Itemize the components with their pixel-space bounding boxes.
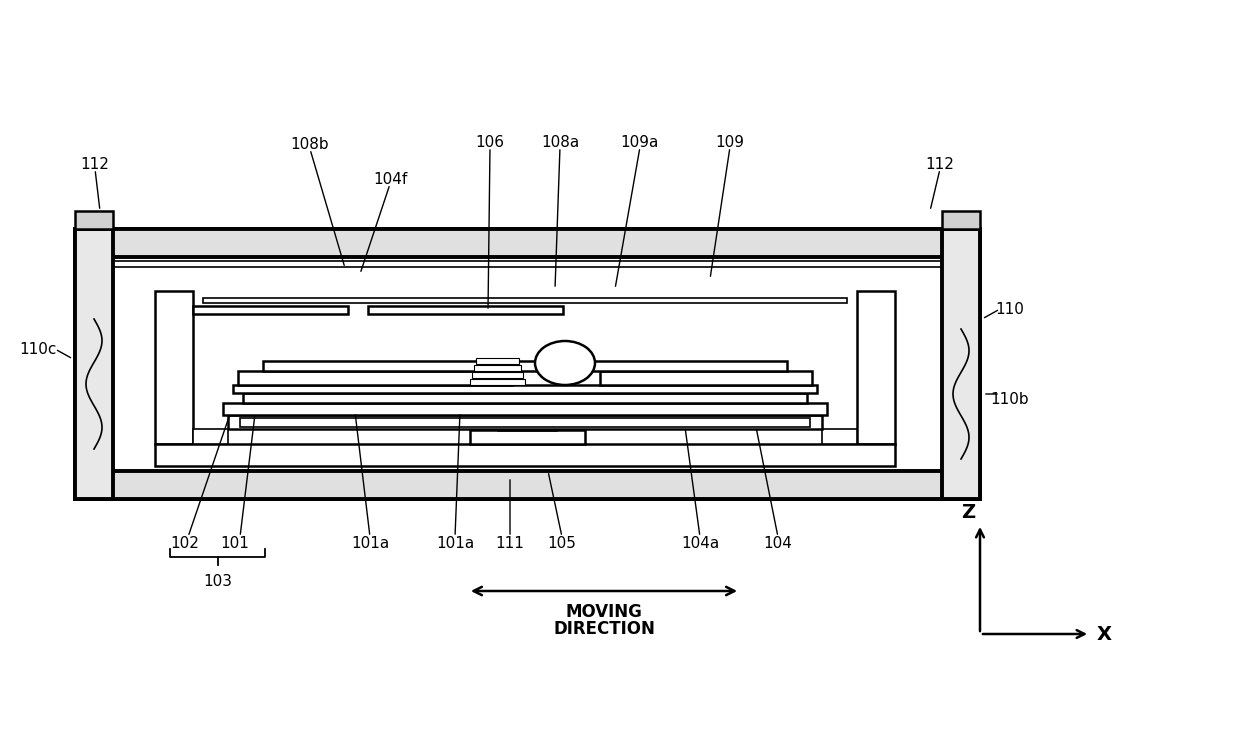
Bar <box>74 229 980 257</box>
Bar <box>263 361 787 371</box>
Bar <box>470 430 585 444</box>
Bar <box>155 291 193 444</box>
Text: DIRECTION: DIRECTION <box>553 620 655 638</box>
Bar <box>223 403 827 415</box>
Text: 112: 112 <box>81 157 109 171</box>
Bar <box>857 291 895 444</box>
Bar <box>193 306 348 314</box>
Bar <box>203 298 847 303</box>
Bar <box>193 429 228 444</box>
Text: 111: 111 <box>496 537 525 551</box>
Text: 110b: 110b <box>991 392 1029 406</box>
Bar <box>74 229 113 499</box>
Ellipse shape <box>534 341 595 385</box>
Bar <box>942 229 980 499</box>
Text: 105: 105 <box>548 537 577 551</box>
Text: 112: 112 <box>925 157 955 171</box>
Bar <box>74 229 980 499</box>
Bar <box>942 211 980 229</box>
Text: 108a: 108a <box>541 134 579 149</box>
Bar <box>471 372 522 378</box>
Text: 103: 103 <box>203 573 232 588</box>
Bar <box>74 211 113 229</box>
Text: 106: 106 <box>475 134 505 149</box>
Bar <box>368 306 563 314</box>
Bar <box>470 379 525 385</box>
Text: 101a: 101a <box>436 537 474 551</box>
Bar <box>228 415 822 429</box>
Text: X: X <box>1096 624 1111 644</box>
Text: 110c: 110c <box>20 341 57 356</box>
Bar <box>600 371 812 385</box>
Text: 109a: 109a <box>621 134 660 149</box>
Bar <box>822 429 857 444</box>
Bar <box>474 365 521 371</box>
Bar <box>475 358 518 364</box>
Text: 102: 102 <box>171 537 200 551</box>
Text: 104a: 104a <box>681 537 719 551</box>
Bar <box>74 471 980 499</box>
Bar <box>238 371 512 385</box>
Text: 110: 110 <box>996 302 1024 316</box>
Text: 101: 101 <box>221 537 249 551</box>
Text: 104f: 104f <box>373 171 407 186</box>
Bar <box>243 393 807 403</box>
Bar <box>498 410 556 430</box>
Bar <box>233 385 817 393</box>
Bar <box>241 418 810 427</box>
Bar <box>155 444 895 466</box>
Text: MOVING: MOVING <box>565 603 642 621</box>
Text: Z: Z <box>961 503 975 522</box>
Text: 101a: 101a <box>351 537 389 551</box>
Text: 109: 109 <box>715 134 744 149</box>
Text: 104: 104 <box>764 537 792 551</box>
Text: 108b: 108b <box>290 137 330 151</box>
